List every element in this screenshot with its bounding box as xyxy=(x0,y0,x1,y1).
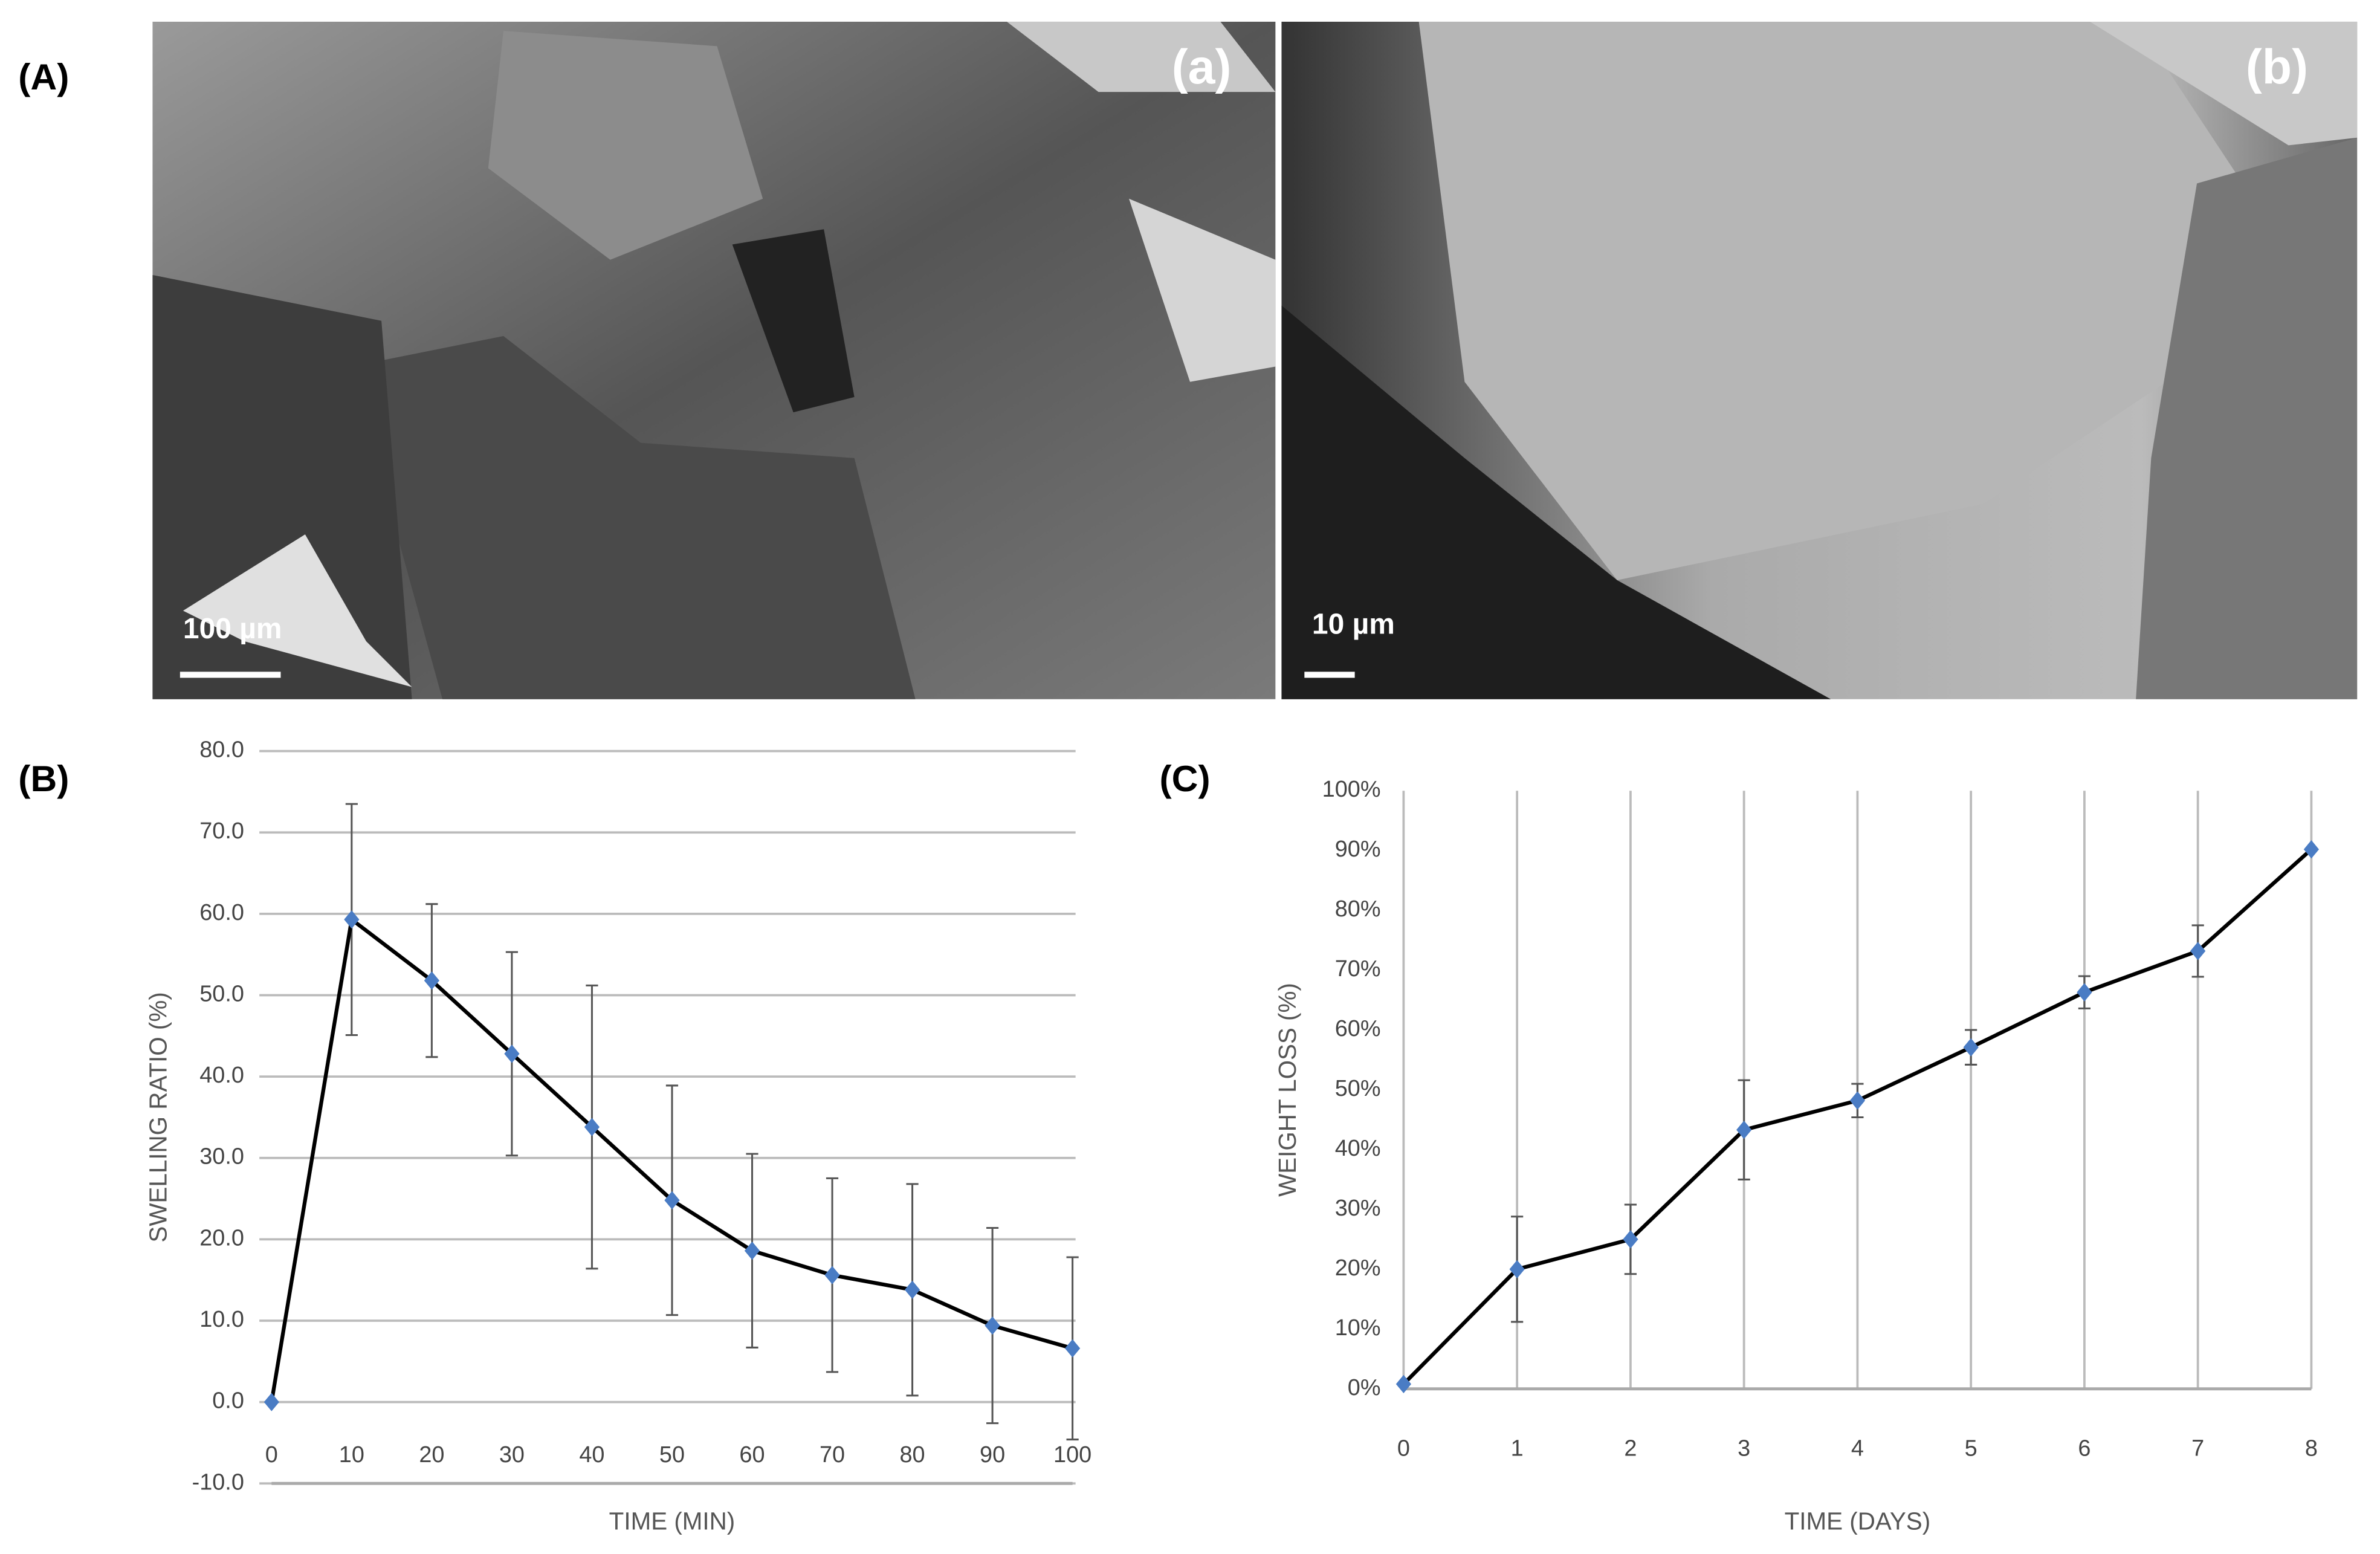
y-axis-label: WEIGHT LOSS (%) xyxy=(1273,983,1301,1197)
x-tick-label: 70 xyxy=(820,1442,845,1468)
x-tick-label: 7 xyxy=(2191,1436,2204,1462)
y-tick-label: 20% xyxy=(1335,1255,1381,1281)
x-tick-label: 80 xyxy=(900,1442,925,1468)
data-point xyxy=(584,1118,600,1136)
x-axis-label: TIME (MIN) xyxy=(609,1507,736,1535)
panel-label: (B) xyxy=(18,758,69,799)
y-tick-label: 40.0 xyxy=(199,1063,244,1088)
data-point xyxy=(1963,1038,1979,1057)
y-tick-label: 0% xyxy=(1348,1375,1381,1400)
y-tick-label: 70.0 xyxy=(199,818,244,844)
image-label: (a) xyxy=(1172,40,1232,94)
panel-label: (A) xyxy=(18,56,69,97)
y-tick-label: 50% xyxy=(1335,1076,1381,1101)
y-tick-label: 90% xyxy=(1335,837,1381,862)
y-tick-label: 80.0 xyxy=(199,737,244,763)
x-tick-label: 40 xyxy=(579,1442,604,1468)
x-tick-label: 0 xyxy=(265,1442,278,1468)
data-point xyxy=(424,971,440,990)
x-tick-label: 6 xyxy=(2078,1436,2091,1462)
x-tick-label: 90 xyxy=(980,1442,1005,1468)
y-tick-label: 50.0 xyxy=(199,981,244,1006)
data-point xyxy=(1736,1121,1752,1139)
y-tick-label: 30.0 xyxy=(199,1144,244,1170)
data-point xyxy=(2190,942,2206,960)
x-tick-label: 50 xyxy=(659,1442,685,1468)
data-point xyxy=(264,1393,279,1411)
x-tick-label: 5 xyxy=(1965,1436,1977,1462)
x-tick-label: 2 xyxy=(1624,1436,1637,1462)
x-tick-label: 20 xyxy=(419,1442,444,1468)
data-point xyxy=(1849,1091,1866,1110)
data-point xyxy=(2077,983,2092,1002)
panel-label: (C) xyxy=(1160,758,1211,799)
y-tick-label: 30% xyxy=(1335,1196,1381,1221)
y-tick-label: -10.0 xyxy=(192,1469,244,1495)
x-tick-label: 4 xyxy=(1851,1436,1864,1462)
x-tick-label: 60 xyxy=(739,1442,765,1468)
y-tick-label: 100% xyxy=(1322,777,1381,802)
data-point xyxy=(1065,1339,1081,1358)
image-label: (b) xyxy=(2246,40,2308,94)
sem-image-a xyxy=(152,21,1276,699)
scale-text: 100 µm xyxy=(183,613,282,645)
x-axis-label: TIME (DAYS) xyxy=(1785,1507,1931,1535)
data-point xyxy=(504,1044,520,1063)
scale-text: 10 µm xyxy=(1312,608,1395,640)
y-tick-label: 10.0 xyxy=(199,1307,244,1332)
x-tick-label: 30 xyxy=(499,1442,525,1468)
x-tick-label: 10 xyxy=(339,1442,364,1468)
y-tick-label: 60% xyxy=(1335,1016,1381,1041)
y-tick-label: 40% xyxy=(1335,1136,1381,1161)
x-tick-label: 3 xyxy=(1738,1436,1750,1462)
data-point xyxy=(904,1280,920,1299)
data-point xyxy=(744,1242,760,1260)
data-point xyxy=(1509,1260,1525,1279)
data-point xyxy=(344,910,360,929)
data-point xyxy=(824,1266,840,1284)
data-point xyxy=(664,1191,680,1209)
y-tick-label: 0.0 xyxy=(212,1388,244,1414)
y-tick-label: 60.0 xyxy=(199,900,244,925)
x-tick-label: 0 xyxy=(1397,1436,1410,1462)
y-tick-label: 10% xyxy=(1335,1315,1381,1341)
y-tick-label: 70% xyxy=(1335,956,1381,982)
y-axis-label: SWELLING RATIO (%) xyxy=(144,992,172,1242)
x-tick-label: 100 xyxy=(1053,1442,1091,1468)
x-tick-label: 8 xyxy=(2305,1436,2318,1462)
x-tick-label: 1 xyxy=(1511,1436,1524,1462)
y-tick-label: 20.0 xyxy=(199,1225,244,1251)
sem-image-b xyxy=(1281,21,2358,699)
y-tick-label: 80% xyxy=(1335,896,1381,922)
data-point xyxy=(985,1316,1000,1335)
